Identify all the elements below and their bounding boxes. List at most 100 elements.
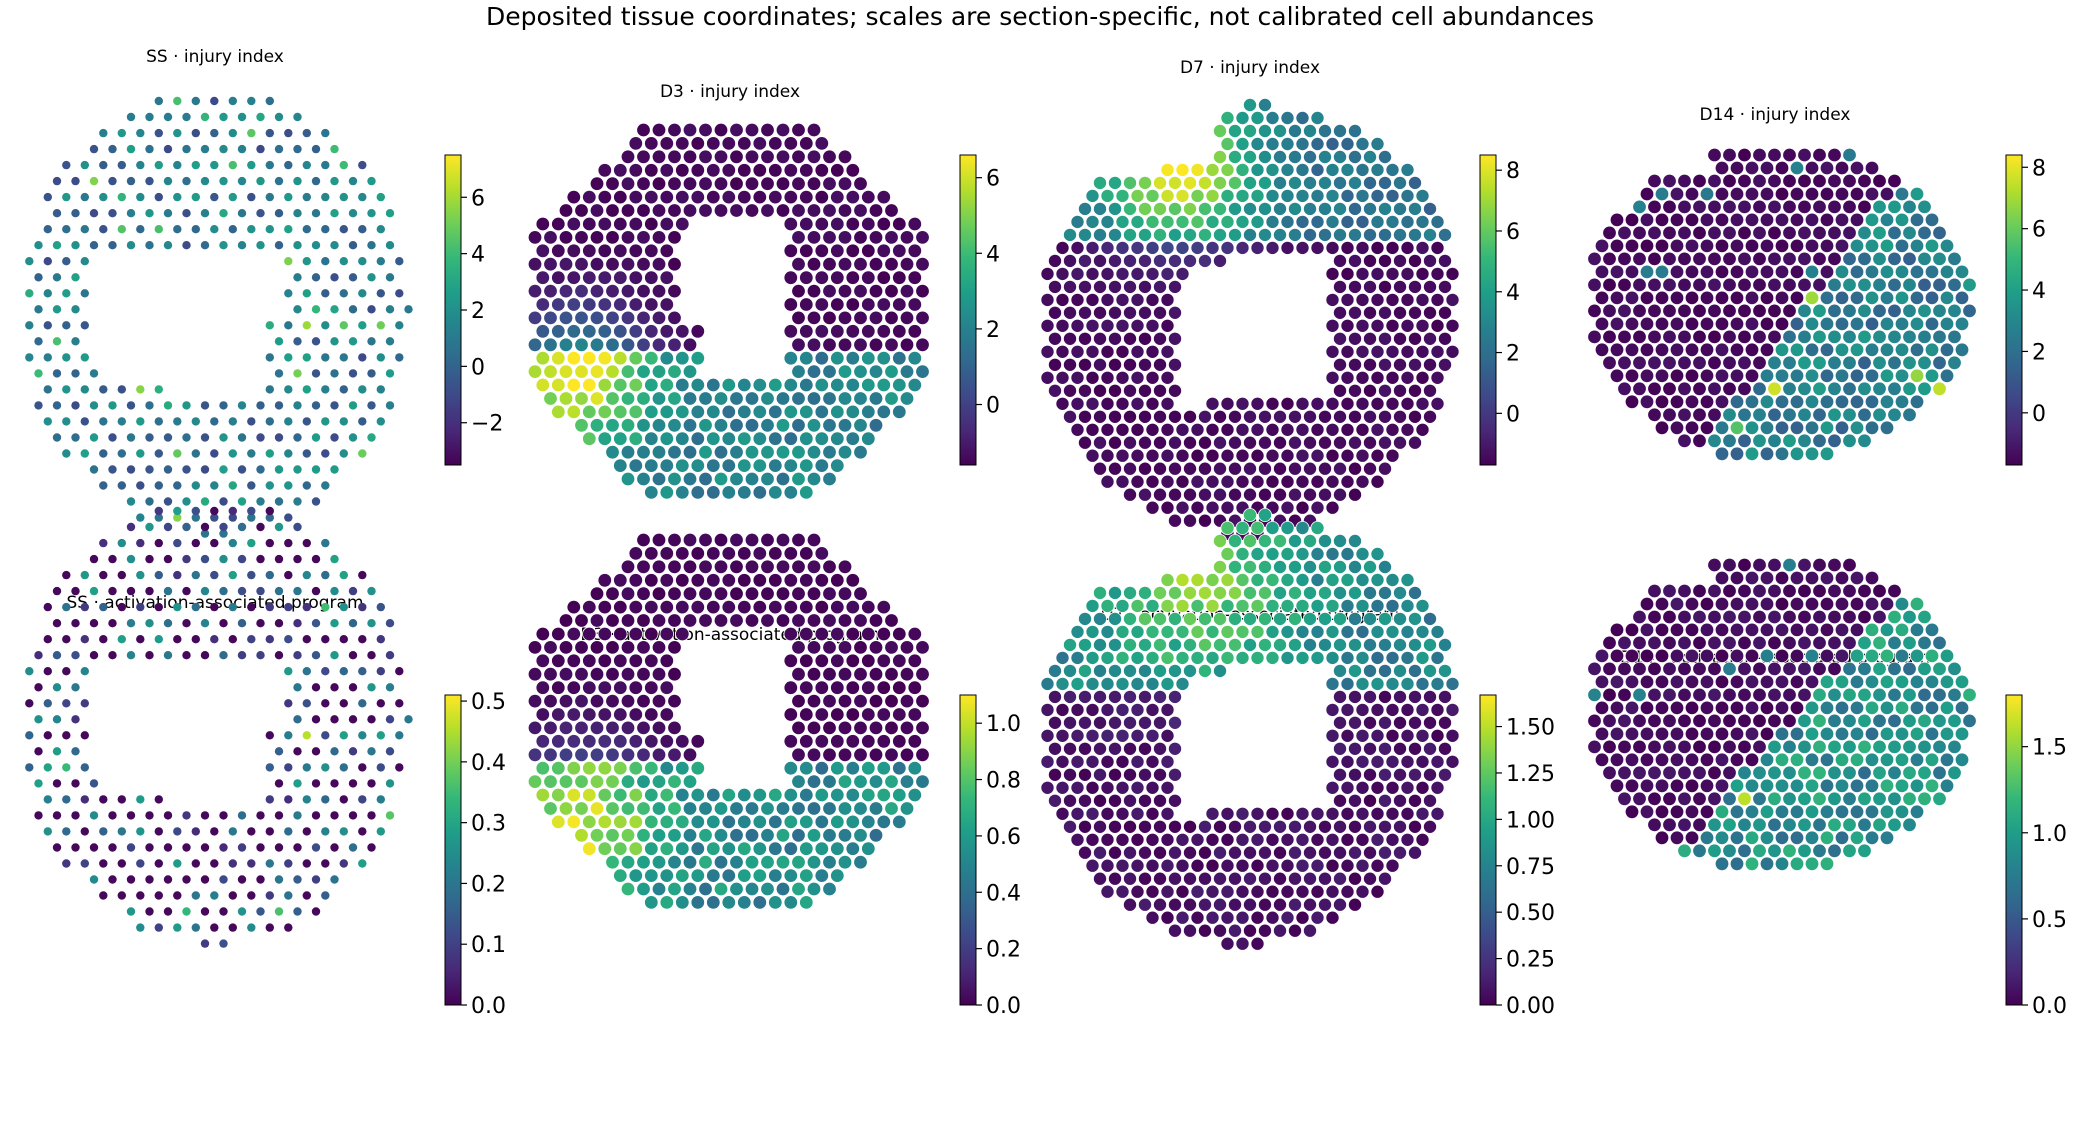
spot [1430, 806, 1445, 821]
spot [667, 855, 682, 870]
spot [1273, 845, 1288, 860]
spot [1243, 560, 1258, 575]
spot [1827, 147, 1842, 163]
spot [1714, 316, 1730, 332]
spot [667, 445, 682, 460]
spot [163, 875, 173, 884]
spot [558, 774, 574, 789]
spot [1048, 305, 1063, 320]
spot [302, 353, 311, 362]
spot [256, 209, 265, 218]
spot [219, 144, 228, 154]
spot [1070, 676, 1085, 691]
spot [675, 787, 690, 803]
spot [1767, 329, 1782, 345]
spot [1363, 149, 1378, 164]
spot [659, 787, 675, 803]
spot [1887, 687, 1902, 703]
spot [1408, 357, 1423, 372]
spot [200, 497, 210, 506]
spot [1842, 739, 1857, 755]
spot [1288, 487, 1303, 502]
spot [358, 699, 367, 708]
spot [89, 241, 99, 250]
spot [1415, 832, 1430, 847]
spot [1744, 856, 1760, 872]
spot [1183, 461, 1198, 476]
spot [907, 270, 923, 285]
spot [884, 693, 899, 709]
spot [210, 160, 219, 170]
spot [145, 843, 154, 852]
spot [293, 112, 302, 122]
spot [1250, 936, 1265, 951]
spot [256, 144, 265, 154]
spot [1175, 266, 1190, 281]
spot [1288, 175, 1303, 190]
spot [1767, 173, 1782, 189]
spot [636, 337, 651, 353]
spot [853, 176, 868, 191]
spot [1385, 754, 1400, 769]
spot [1355, 292, 1370, 307]
spot [682, 532, 698, 548]
spot [1258, 175, 1273, 190]
spot [1729, 264, 1745, 280]
spot [62, 827, 71, 836]
spot [892, 243, 907, 259]
spot [1939, 316, 1955, 332]
spot [675, 868, 690, 883]
spot [737, 814, 752, 830]
spot [237, 433, 247, 442]
spot [339, 827, 348, 836]
spot [1378, 357, 1393, 372]
spot [330, 586, 339, 596]
spot [302, 891, 311, 900]
spot [589, 176, 605, 191]
spot [907, 707, 923, 722]
spot [182, 497, 191, 506]
spot [1939, 700, 1955, 716]
spot [1048, 741, 1063, 756]
spot [34, 401, 43, 410]
spot [597, 297, 613, 312]
spot [108, 586, 117, 596]
spot [1752, 713, 1767, 729]
spot [274, 522, 284, 532]
spot [1684, 186, 1700, 202]
spot [311, 683, 321, 692]
spot [1138, 227, 1153, 242]
spot [163, 497, 173, 506]
spot [1842, 433, 1857, 449]
spot [1183, 611, 1198, 626]
spot [1819, 804, 1835, 820]
spot [1707, 765, 1722, 781]
colorbar-tick-label: 6 [1506, 220, 1520, 245]
spot [358, 570, 367, 580]
spot [1325, 370, 1340, 385]
spot [1385, 624, 1400, 639]
spot [1220, 936, 1235, 951]
spot [1325, 162, 1340, 177]
spot [644, 377, 659, 393]
spot [1138, 741, 1153, 756]
spot [237, 554, 247, 564]
spot [1400, 318, 1415, 333]
spot [1729, 622, 1745, 638]
spot [706, 546, 721, 561]
spot [1175, 573, 1190, 588]
spot [1774, 420, 1790, 436]
spot [62, 289, 71, 298]
spot [1228, 534, 1243, 549]
spot [1692, 635, 1707, 651]
spot [126, 401, 136, 410]
spot [1145, 422, 1160, 437]
colorbar-tick-label: 2 [471, 299, 485, 324]
spot [1348, 435, 1363, 450]
spot [1924, 342, 1940, 358]
spot [1063, 741, 1078, 756]
spot [117, 538, 127, 548]
spot [376, 795, 385, 804]
spot [1400, 188, 1415, 203]
